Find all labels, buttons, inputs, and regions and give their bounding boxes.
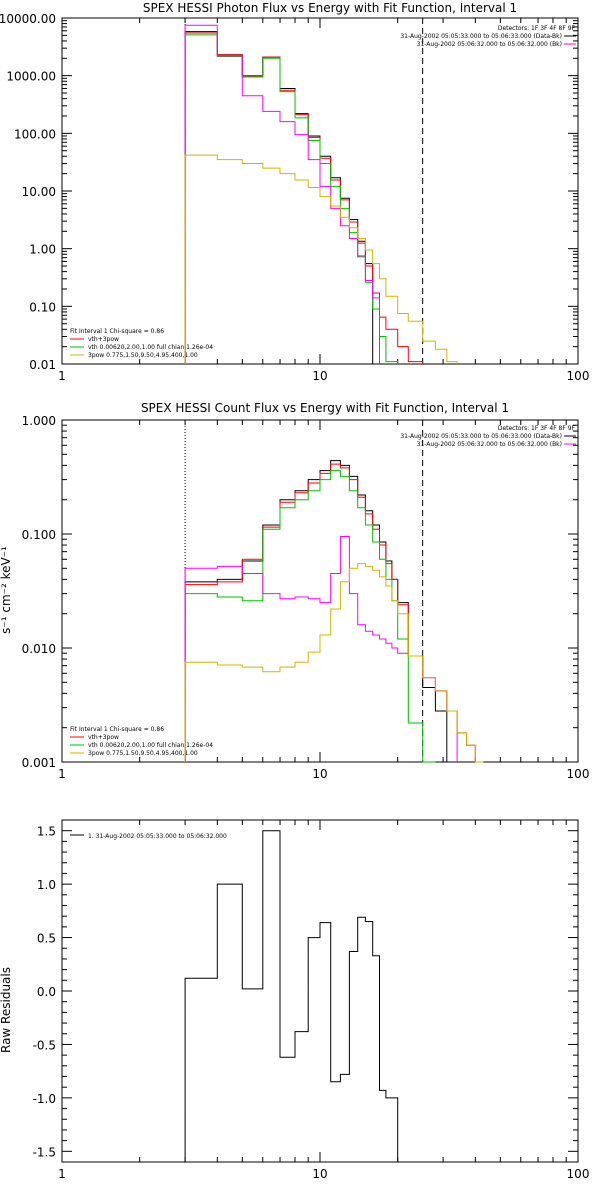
panel2-series-5-line xyxy=(184,563,484,763)
panel3-x-tick-label: 100 xyxy=(567,1167,590,1181)
panel1-y-tick-label: 1000.00 xyxy=(6,70,56,84)
panel3-y-tick-label: -0.5 xyxy=(33,1038,56,1052)
panel1-fit-entry-vth: vth 0.00620,2.00,1.00 full chian 1.26e-0… xyxy=(88,344,213,351)
panel2-series-1-line xyxy=(184,460,448,763)
panel2-legend-header: Detectors: 1F 3F 4F 8F 9F xyxy=(498,425,576,432)
panel2-fit-entry-vth: vth 0.00620,2.00,1.00 full chian 1.26e-0… xyxy=(88,742,213,749)
panel3-x-tick-label: 10 xyxy=(312,1167,327,1181)
panel2-fit-header: Fit Interval 1 Chi-square = 0.86 xyxy=(70,726,164,733)
panel2-legend-entry-data: 31-Aug-2002 05:05:33.000 to 05:06:33.000… xyxy=(400,433,562,440)
panel3-y-tick-label: -1.5 xyxy=(33,1145,56,1159)
panel2-x-tick-label: 10 xyxy=(312,767,327,781)
panel3-y-tick-label: 0.5 xyxy=(37,932,56,946)
panel2-title: SPEX HESSI Count Flux vs Energy with Fit… xyxy=(141,401,509,415)
panel2-y-tick-label: 0.001 xyxy=(22,756,56,770)
panel2-fit-entry-total: vth+3pow xyxy=(88,734,119,741)
panel1-legend-header: Detectors: 1F 3F 4F 8F 9F xyxy=(498,25,576,32)
panel1-y-tick-label: 100.00 xyxy=(14,127,56,141)
panel1-y-tick-label: 0.01 xyxy=(29,358,56,372)
panel1-series-4-line xyxy=(184,24,380,365)
panel2-x-tick-label: 100 xyxy=(567,767,590,781)
panel2-y-tick-label: 1.000 xyxy=(22,414,56,428)
panel1-series-5-line xyxy=(184,154,458,365)
panel1-fit-entry-3pow: 3pow 0.775,1.50,9.50,4.95,400,1.00 xyxy=(88,352,198,359)
panel2-x-tick-label: 1 xyxy=(58,767,66,781)
panel1-fit-entry-total: vth+3pow xyxy=(88,336,119,343)
panel3-series-1-line xyxy=(184,830,423,1163)
panel3-ylabel: Raw Residuals xyxy=(0,967,13,1053)
panel3-y-tick-label: -1.0 xyxy=(33,1092,56,1106)
panel1-title: SPEX HESSI Photon Flux vs Energy with Fi… xyxy=(143,1,517,15)
panel3-x-tick-label: 1 xyxy=(58,1167,66,1181)
panel3-legend-entry: 1. 31-Aug-2002 05:05:33.000 to 05:06:32.… xyxy=(88,833,227,840)
panel1-y-tick-label: 1.00 xyxy=(29,243,56,257)
panel1-y-tick-label: 10000.00 xyxy=(0,12,56,26)
panel1-y-tick-label: 10.00 xyxy=(22,185,56,199)
panel1-y-tick-label: 0.10 xyxy=(29,300,56,314)
panel2-y-tick-label: 0.010 xyxy=(22,642,56,656)
panel3-y-tick-label: 1.0 xyxy=(37,878,56,892)
panel2-legend-entry-bk: 31-Aug-2002 05:06:32.000 to 05:06:32.000… xyxy=(417,441,562,448)
panel1-x-tick-label: 100 xyxy=(567,369,590,383)
panel2-ylabel: s⁻¹ cm⁻² keV⁻¹ xyxy=(0,546,13,634)
panel2-fit-entry-3pow: 3pow 0.775,1.50,9.50,4.95,400,1.00 xyxy=(88,750,198,757)
panel1-fit-header: Fit Interval 1 Chi-square = 0.86 xyxy=(70,328,164,335)
panel3-y-tick-label: 0.0 xyxy=(37,985,56,999)
panel1-series-3-line xyxy=(184,34,399,365)
panel1-x-tick-label: 1 xyxy=(58,369,66,383)
panel1-legend-entry-data: 31-Aug-2002 05:05:33.000 to 05:06:33.000… xyxy=(400,33,562,40)
panel2-y-tick-label: 0.100 xyxy=(22,528,56,542)
panel1-x-tick-label: 10 xyxy=(312,369,327,383)
panel3-y-tick-label: 1.5 xyxy=(37,825,56,839)
panel1-legend-entry-bk: 31-Aug-2002 05:06:32.000 to 05:06:32.000… xyxy=(417,41,562,48)
